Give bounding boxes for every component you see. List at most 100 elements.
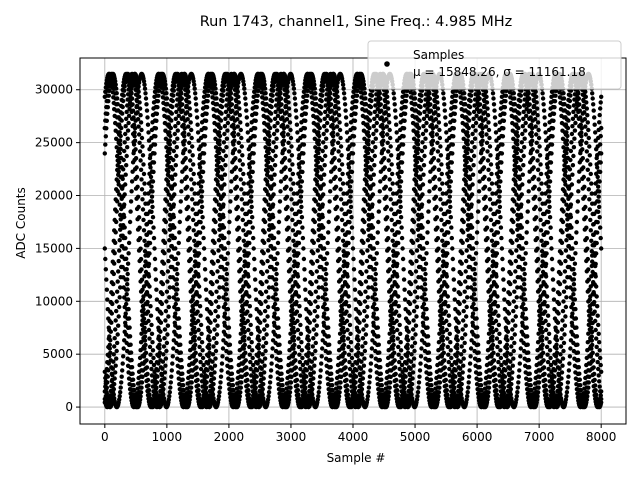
data-point <box>170 361 175 366</box>
data-point <box>375 230 380 235</box>
data-point <box>449 225 454 230</box>
data-point <box>598 225 603 230</box>
data-point <box>109 78 114 83</box>
data-point <box>559 113 564 119</box>
data-point <box>576 189 581 194</box>
data-point <box>548 106 553 111</box>
data-point <box>136 369 142 374</box>
data-point <box>224 348 229 354</box>
data-point <box>470 314 475 319</box>
data-point <box>177 387 182 392</box>
data-point <box>194 108 199 113</box>
data-point <box>413 163 418 168</box>
data-point <box>539 263 545 269</box>
data-point <box>596 184 601 189</box>
data-point <box>141 294 146 299</box>
data-point <box>339 294 345 299</box>
data-point <box>217 212 222 218</box>
data-point <box>481 394 487 400</box>
data-point <box>466 380 471 385</box>
data-point <box>547 204 552 210</box>
data-point <box>113 120 118 126</box>
data-point <box>144 102 149 107</box>
data-point <box>445 162 450 167</box>
data-point <box>533 381 538 386</box>
data-point <box>210 95 215 100</box>
data-point <box>300 100 306 105</box>
data-point <box>176 370 181 375</box>
data-point <box>340 274 346 279</box>
data-point <box>244 115 249 120</box>
data-point <box>120 368 125 373</box>
data-point <box>201 235 206 241</box>
data-point <box>549 94 554 100</box>
data-point <box>531 394 536 400</box>
data-point <box>326 387 331 392</box>
data-point <box>546 194 552 199</box>
data-point <box>571 340 576 346</box>
plot-area <box>79 57 627 425</box>
data-point <box>142 274 147 279</box>
data-point <box>201 94 207 100</box>
data-point <box>313 153 318 159</box>
data-point <box>498 106 504 111</box>
data-point <box>154 297 160 302</box>
data-point <box>298 135 303 141</box>
data-point <box>523 363 528 368</box>
data-point <box>462 145 467 150</box>
data-point <box>461 128 466 133</box>
data-point <box>308 81 313 87</box>
data-point <box>362 136 367 141</box>
data-point <box>367 380 372 385</box>
data-point <box>124 332 129 337</box>
data-point <box>493 130 499 135</box>
data-point <box>328 189 333 194</box>
data-point <box>126 240 132 246</box>
data-point <box>376 391 381 396</box>
data-point <box>414 182 419 187</box>
data-point <box>390 284 395 289</box>
data-point <box>415 394 420 399</box>
data-point <box>333 391 338 396</box>
data-point <box>165 172 171 177</box>
data-point <box>312 128 317 133</box>
data-point <box>103 134 109 139</box>
data-point <box>535 340 541 345</box>
data-point <box>267 380 273 385</box>
data-point <box>494 171 500 176</box>
data-point <box>143 96 149 101</box>
data-point <box>497 194 502 199</box>
data-point <box>345 171 351 176</box>
data-point <box>523 370 528 375</box>
data-point <box>476 189 482 194</box>
data-point <box>486 340 491 345</box>
data-point <box>571 348 577 354</box>
data-point <box>248 144 253 149</box>
data-point <box>423 261 429 266</box>
data-point <box>114 136 119 141</box>
data-point <box>518 285 523 290</box>
data-point <box>597 215 602 220</box>
data-point <box>441 91 446 96</box>
data-point <box>397 184 402 189</box>
data-point <box>288 331 293 336</box>
data-point <box>509 107 514 112</box>
data-point <box>169 374 174 379</box>
data-point <box>583 369 588 374</box>
data-point <box>293 108 299 113</box>
data-point <box>547 120 552 125</box>
data-point <box>435 355 441 361</box>
data-point <box>185 386 190 391</box>
data-point <box>351 256 356 262</box>
data-point <box>301 256 307 262</box>
data-point <box>127 387 133 392</box>
data-point <box>275 376 281 381</box>
data-point <box>522 348 527 354</box>
data-point <box>442 102 447 107</box>
data-point <box>448 112 453 118</box>
data-point <box>410 113 415 119</box>
data-point <box>247 162 252 167</box>
data-point <box>593 130 598 135</box>
data-point <box>300 106 305 111</box>
